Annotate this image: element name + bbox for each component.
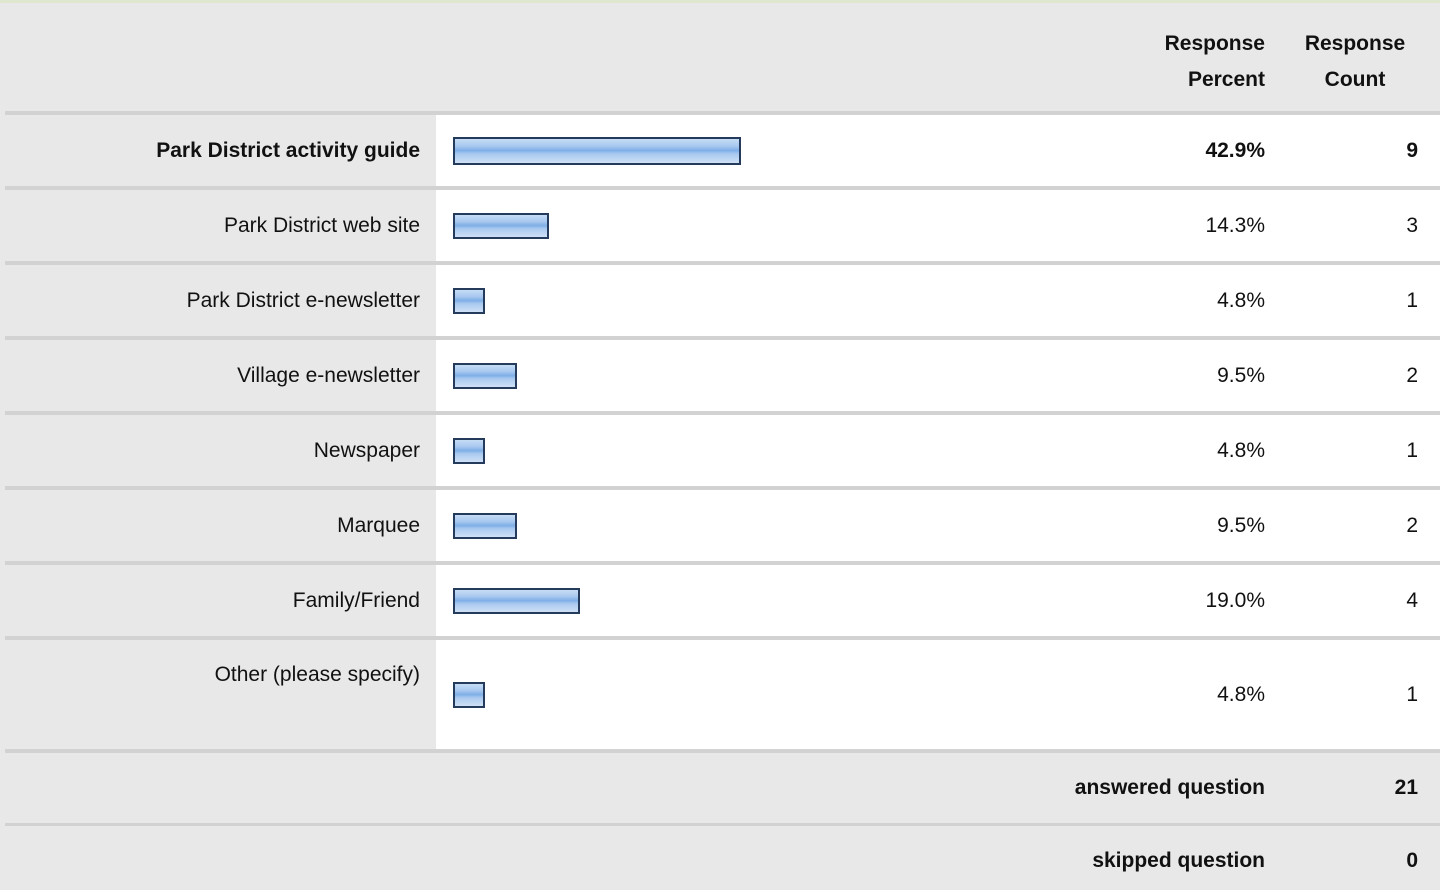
answered-label: answered question [1074,776,1265,799]
chart-row: Marquee 9.5% 2 [5,490,1440,561]
category-label: Park District web site [5,190,420,261]
separator [5,261,1440,265]
separator [5,749,1440,753]
separator [5,411,1440,415]
count-label: 1 [1406,439,1418,462]
bar-track [436,490,1440,561]
data-bar [453,438,485,464]
category-label: Park District activity guide [5,115,420,186]
percent-label: 4.8% [1217,289,1265,312]
data-bar [453,288,485,314]
chart-row: Newspaper 4.8% 1 [5,415,1440,486]
count-label: 2 [1406,514,1418,537]
data-bar [453,513,517,539]
separator [5,823,1440,826]
table-header: Response Percent Response Count [5,3,1440,112]
chart-row: Other (please specify) 4.8% 1 [5,640,1440,749]
chart-row: Family/Friend 19.0% 4 [5,565,1440,636]
category-label: Family/Friend [5,565,420,636]
percent-label: 9.5% [1217,364,1265,387]
bar-track [436,265,1440,336]
skipped-value: 0 [1406,849,1418,872]
chart-row: Park District web site 14.3% 3 [5,190,1440,261]
category-label: Village e-newsletter [5,340,420,411]
answered-row: answered question 21 [5,753,1440,823]
percent-label: 14.3% [1205,214,1265,237]
data-bar [453,363,517,389]
data-bar [453,682,485,708]
chart-row: Park District activity guide 42.9% 9 [5,115,1440,186]
separator [5,186,1440,190]
percent-label: 4.8% [1217,439,1265,462]
count-label: 9 [1406,139,1418,162]
separator [5,486,1440,490]
data-bar [453,137,741,165]
chart-row: Village e-newsletter 9.5% 2 [5,340,1440,411]
separator [5,636,1440,640]
chart-row: Park District e-newsletter 4.8% 1 [5,265,1440,336]
category-label: Marquee [5,490,420,561]
count-label: 1 [1406,289,1418,312]
bar-track [436,190,1440,261]
count-label: 2 [1406,364,1418,387]
top-border [0,0,1440,3]
count-label: 4 [1406,589,1418,612]
bar-track [436,565,1440,636]
skipped-label: skipped question [1092,849,1265,872]
percent-label: 9.5% [1217,514,1265,537]
bar-track [436,340,1440,411]
separator [5,111,1440,115]
skipped-row: skipped question 0 [5,826,1440,890]
category-label: Other (please specify) [5,640,420,749]
answered-value: 21 [1394,776,1418,799]
bar-track [436,115,1440,186]
category-label: Newspaper [5,415,420,486]
count-label: 1 [1406,683,1418,706]
separator [5,561,1440,565]
bar-track [436,640,1440,749]
count-label: 3 [1406,214,1418,237]
category-label: Park District e-newsletter [5,265,420,336]
percent-label: 19.0% [1205,589,1265,612]
percent-label: 4.8% [1217,683,1265,706]
response-count-header: Response Count [1304,32,1406,91]
percent-label: 42.9% [1205,139,1265,162]
data-bar [453,213,549,239]
data-bar [453,588,580,614]
survey-results-panel: Response Percent Response Count Park Dis… [0,3,1440,890]
bar-track [436,415,1440,486]
separator [5,336,1440,340]
response-percent-header: Response Percent [1164,32,1265,91]
